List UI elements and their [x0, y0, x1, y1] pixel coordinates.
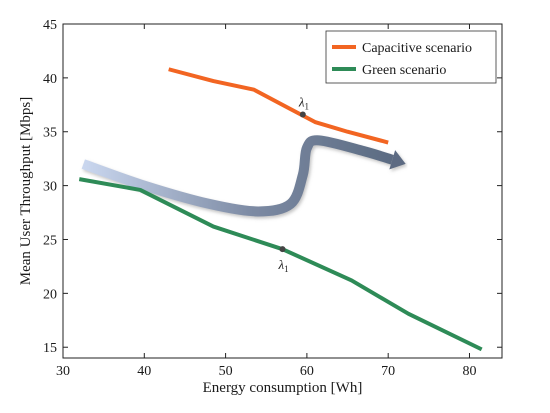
y-tick-label: 20	[43, 287, 57, 302]
y-tick-label: 15	[43, 341, 57, 356]
plot-frame	[62, 23, 503, 359]
x-tick-label: 70	[381, 364, 395, 379]
trend-arrow-body	[81, 135, 394, 217]
y-axis-label: Mean User Throughput [Mbps]	[18, 97, 34, 285]
x-axis-label: Energy consumption [Wh]	[203, 380, 363, 396]
y-tick-label: 35	[43, 126, 57, 141]
x-tick-label: 80	[462, 364, 476, 379]
x-tick-label: 50	[219, 364, 233, 379]
legend-label: Capacitive scenario	[362, 41, 472, 56]
annotation-label: λ1	[298, 95, 309, 112]
y-tick-label: 30	[43, 180, 57, 195]
legend-label: Green scenario	[362, 63, 446, 78]
annotation-point	[279, 246, 286, 253]
ticks: 30 40 50 60 70 80 15 20 25 30 35 40 45	[43, 18, 502, 379]
x-tick-label: 60	[300, 364, 314, 379]
legend-box	[325, 30, 497, 84]
annotation-point	[299, 111, 306, 118]
legend: Capacitive scenario Green scenario	[325, 30, 497, 84]
trend-arrow-head	[389, 150, 406, 170]
series-line-capacitive	[168, 67, 389, 145]
annotation-label: λ1	[278, 257, 289, 274]
axes	[62, 23, 503, 359]
y-tick-label: 25	[43, 233, 57, 248]
trend-arrow	[81, 135, 406, 217]
x-tick-label: 30	[56, 364, 70, 379]
y-tick-label: 45	[43, 18, 57, 33]
x-tick-label: 40	[137, 364, 151, 379]
y-tick-label: 40	[43, 72, 57, 87]
annotations: λ1 λ1	[278, 95, 309, 275]
